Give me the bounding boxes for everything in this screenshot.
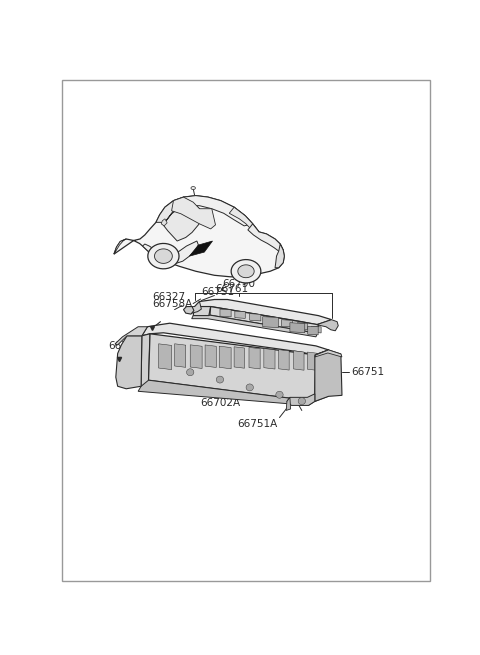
- Polygon shape: [315, 350, 342, 357]
- Polygon shape: [172, 197, 216, 229]
- Text: 66751A: 66751A: [237, 419, 277, 429]
- Text: 66761: 66761: [216, 284, 249, 294]
- Polygon shape: [190, 241, 213, 256]
- Polygon shape: [166, 196, 252, 226]
- Polygon shape: [286, 398, 290, 411]
- Text: 66761A: 66761A: [108, 341, 149, 351]
- Polygon shape: [205, 345, 216, 367]
- Polygon shape: [266, 316, 277, 324]
- Polygon shape: [156, 197, 203, 241]
- Polygon shape: [220, 309, 231, 317]
- Polygon shape: [275, 244, 284, 268]
- Polygon shape: [195, 299, 332, 325]
- Polygon shape: [142, 323, 329, 355]
- Polygon shape: [297, 323, 308, 329]
- Text: 66758A: 66758A: [152, 299, 192, 309]
- Polygon shape: [250, 314, 261, 321]
- Polygon shape: [287, 394, 315, 405]
- Polygon shape: [143, 241, 198, 264]
- Polygon shape: [281, 320, 292, 327]
- Polygon shape: [210, 307, 319, 333]
- Polygon shape: [235, 311, 245, 318]
- Polygon shape: [114, 196, 284, 277]
- Polygon shape: [238, 265, 254, 278]
- Polygon shape: [308, 326, 318, 335]
- Polygon shape: [248, 224, 283, 251]
- Text: 66751: 66751: [202, 287, 235, 297]
- Text: 66327: 66327: [152, 291, 185, 301]
- Polygon shape: [234, 346, 244, 368]
- Polygon shape: [279, 350, 289, 370]
- Polygon shape: [216, 376, 224, 383]
- Polygon shape: [298, 398, 305, 405]
- Polygon shape: [276, 391, 283, 398]
- Polygon shape: [219, 346, 231, 369]
- Polygon shape: [246, 384, 253, 391]
- Polygon shape: [116, 336, 142, 389]
- Polygon shape: [229, 207, 259, 232]
- Polygon shape: [315, 350, 329, 402]
- Polygon shape: [190, 345, 202, 369]
- Text: 66751: 66751: [351, 367, 384, 377]
- Polygon shape: [315, 350, 342, 402]
- Polygon shape: [183, 307, 194, 314]
- Polygon shape: [148, 244, 179, 269]
- Polygon shape: [193, 307, 211, 316]
- Polygon shape: [231, 259, 261, 283]
- Polygon shape: [187, 369, 194, 376]
- Polygon shape: [138, 380, 315, 405]
- Polygon shape: [141, 334, 150, 386]
- Polygon shape: [155, 249, 172, 263]
- Polygon shape: [264, 348, 275, 369]
- Polygon shape: [294, 351, 304, 370]
- Polygon shape: [317, 320, 338, 331]
- Polygon shape: [263, 316, 278, 328]
- Text: 66790: 66790: [222, 280, 255, 290]
- Polygon shape: [186, 301, 202, 313]
- Text: 66702A: 66702A: [200, 398, 240, 408]
- Polygon shape: [175, 344, 186, 367]
- Polygon shape: [148, 334, 316, 402]
- Polygon shape: [158, 344, 172, 369]
- Polygon shape: [290, 323, 305, 333]
- Polygon shape: [115, 327, 147, 345]
- Polygon shape: [192, 315, 317, 337]
- Polygon shape: [249, 347, 260, 369]
- Polygon shape: [191, 187, 195, 189]
- Polygon shape: [307, 352, 317, 370]
- Polygon shape: [114, 239, 126, 254]
- Polygon shape: [161, 219, 167, 226]
- Polygon shape: [312, 326, 321, 333]
